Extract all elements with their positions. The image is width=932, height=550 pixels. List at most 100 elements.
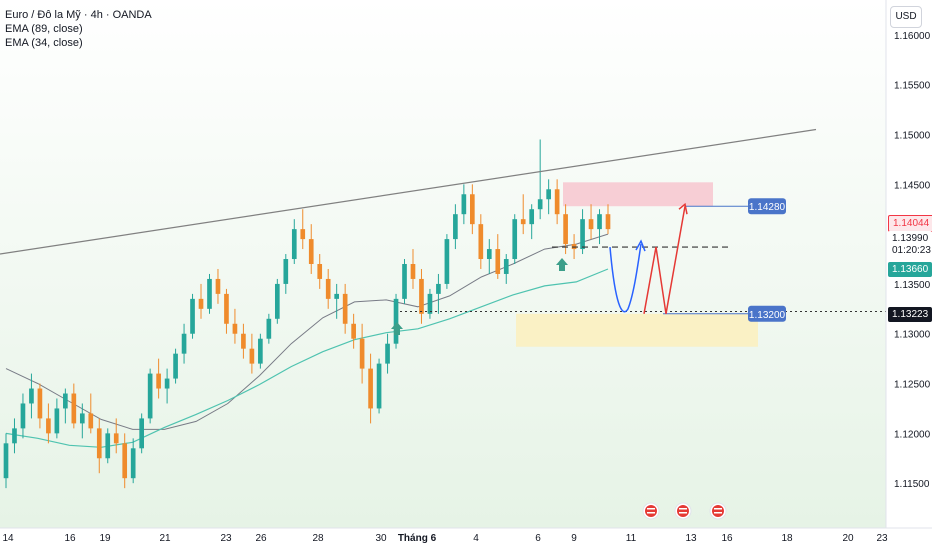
candle-body	[461, 194, 467, 215]
x-tick-label: 26	[255, 533, 267, 544]
candle-body	[334, 293, 340, 299]
x-tick-label: 16	[64, 533, 76, 544]
candle-body	[605, 214, 611, 230]
candle-body	[486, 249, 492, 260]
candle-body	[105, 433, 111, 459]
candle-body	[351, 323, 356, 339]
candle-body	[79, 413, 85, 424]
level-label-box	[748, 198, 786, 215]
candle-body	[164, 378, 170, 389]
candle-body	[215, 278, 221, 294]
price-tag: 1.13223	[888, 307, 932, 322]
candle-body	[419, 278, 424, 314]
up-arrow-icon	[391, 322, 403, 335]
event-flag-center	[712, 505, 724, 517]
x-tick-label: 23	[876, 533, 888, 544]
candle-body	[113, 433, 119, 444]
candle-body	[512, 219, 518, 260]
y-tick-label: 1.15500	[894, 81, 931, 92]
currency-button[interactable]: USD	[890, 6, 922, 28]
candle-body	[520, 219, 526, 225]
x-tick-label: 11	[626, 533, 637, 544]
support-zone	[516, 313, 758, 347]
trendline	[0, 128, 817, 255]
y-tick-label: 1.14500	[894, 180, 931, 191]
price-tag: 1.13660	[888, 262, 932, 277]
candle-body	[588, 219, 594, 230]
candle-body	[122, 443, 128, 479]
price-tag: 01:20:23	[888, 243, 932, 258]
candle-body	[546, 189, 551, 200]
candle-body	[274, 283, 280, 319]
candle-body	[478, 224, 484, 260]
price-tag: 1.14044	[888, 215, 932, 232]
candle-body	[325, 278, 331, 299]
candle-body	[224, 293, 229, 324]
candle-body	[470, 194, 475, 225]
candle-body	[232, 323, 238, 334]
candle-body	[436, 283, 441, 294]
event-flag-icon	[642, 502, 660, 520]
candle-body	[46, 418, 51, 434]
candle-body	[580, 219, 585, 250]
candle-body	[537, 199, 543, 210]
level-label: 1.14280	[749, 202, 786, 213]
candle-body	[529, 209, 535, 225]
event-flag-center	[645, 505, 657, 517]
candle-body	[393, 298, 399, 344]
candle-body	[427, 293, 433, 314]
level-label: 1.13200	[749, 310, 786, 321]
x-tick-label: 23	[220, 533, 232, 544]
y-tick-label: 1.11500	[894, 479, 930, 490]
x-tick-label: Tháng 6	[398, 533, 437, 544]
candle-body	[376, 363, 382, 409]
candle-body	[291, 229, 297, 260]
candle-body	[241, 333, 246, 349]
candle-body	[96, 428, 102, 459]
ema34-label[interactable]: EMA (34, close)	[5, 37, 83, 49]
candle-body	[308, 239, 314, 264]
y-tick-label: 1.13000	[894, 330, 931, 341]
candle-body	[190, 298, 195, 334]
candle-body	[198, 298, 204, 309]
candle-body	[249, 348, 255, 364]
zones	[516, 182, 758, 347]
candle-body	[368, 368, 373, 409]
x-tick-label: 9	[571, 533, 577, 544]
price-axis[interactable]: 1.11500 1.12000 1.12500 1.13000 1.13500 1.140…	[885, 0, 931, 528]
x-tick-label: 21	[159, 533, 171, 544]
candle-body	[37, 388, 43, 419]
candle-body	[173, 353, 178, 379]
candle-body	[147, 373, 153, 419]
candle-body	[156, 373, 161, 389]
candle-body	[342, 293, 348, 324]
x-tick-label: 28	[312, 533, 324, 544]
projection-red-arrowhead	[678, 202, 688, 215]
candle-body	[300, 229, 306, 240]
event-flag-stripe	[647, 508, 655, 510]
candles	[3, 139, 611, 489]
event-flag-stripe	[679, 512, 687, 514]
event-flag-icon	[709, 502, 727, 520]
x-tick-label: 6	[535, 533, 541, 544]
up-arrow-icon	[556, 258, 568, 271]
symbol-title[interactable]: Euro / Đô la Mỹ · 4h · OANDA	[5, 9, 152, 21]
x-tick-label: 16	[721, 533, 733, 544]
candle-body	[359, 338, 365, 369]
candle-body	[3, 443, 9, 479]
projection-blue-path	[609, 243, 642, 313]
candle-body	[597, 214, 602, 230]
candle-body	[181, 333, 187, 354]
candle-body	[29, 388, 34, 404]
ema89-label[interactable]: EMA (89, close)	[5, 23, 83, 35]
candle-body	[495, 249, 501, 274]
y-tick-label: 1.12500	[894, 380, 931, 391]
candle-body	[410, 264, 416, 279]
y-tick-label: 1.15000	[894, 130, 931, 141]
candle-body	[402, 264, 407, 299]
level-label-box	[748, 305, 786, 322]
candle-body	[207, 278, 212, 309]
time-axis[interactable]: 14 16 19 21 23 26 28 30 Tháng 6 4 6 9 11 13 16 18 20 23	[0, 527, 932, 544]
x-tick-label: 14	[2, 533, 14, 544]
